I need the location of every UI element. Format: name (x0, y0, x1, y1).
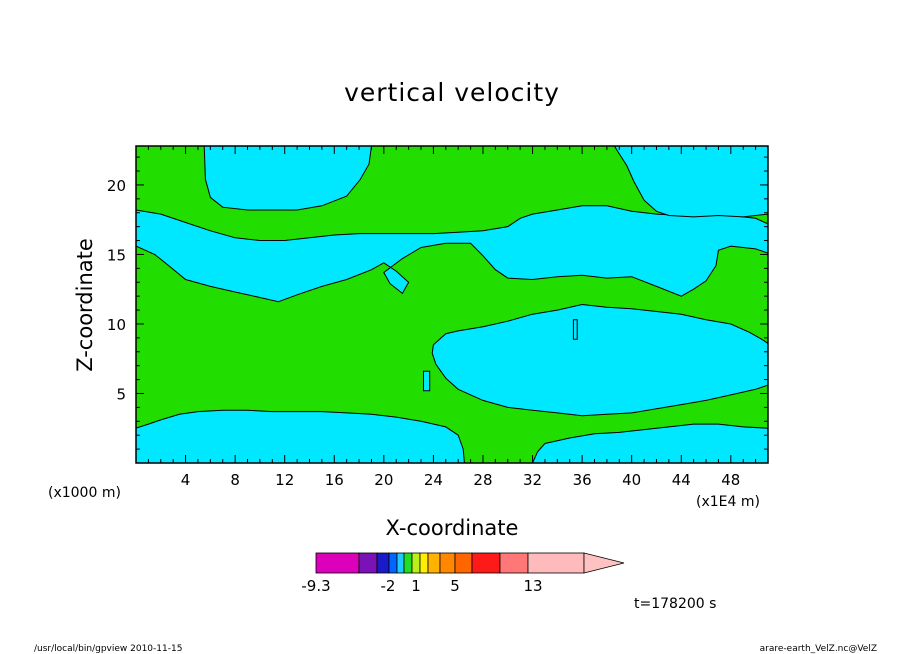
colorbar-extend-arrow (583, 552, 625, 574)
x-tick-label: 32 (523, 471, 542, 489)
colorbar-segment (376, 552, 390, 574)
colorbar-segment (411, 552, 421, 574)
x-tick-label: 4 (181, 471, 191, 489)
contour-cyan-sliver-1 (423, 370, 431, 392)
contour-layer (136, 146, 768, 463)
colorbar-segment (427, 552, 441, 574)
y-axis-label: Z-coordinate (73, 238, 97, 372)
colorbar-segment (471, 552, 501, 574)
x-tick-label: 16 (325, 471, 344, 489)
x-tick-label: 20 (374, 471, 393, 489)
colorbar-tick-label: 5 (450, 577, 460, 595)
x-tick-label: 36 (573, 471, 592, 489)
contour-bottom-left-cyan (136, 409, 465, 463)
colorbar-tick-label: 13 (523, 577, 542, 595)
x-tick-label: 40 (622, 471, 641, 489)
colorbar-segment (315, 552, 360, 574)
colorbar-segment (454, 552, 473, 574)
x-tick-label: 28 (473, 471, 492, 489)
x-tick-label: 44 (672, 471, 691, 489)
colorbar-tick-labels: -9.3 -2 1 5 13 (301, 577, 542, 595)
colorbar-segment (419, 552, 429, 574)
x-scale-note: (x1E4 m) (696, 494, 760, 510)
x-axis: 4 8 12 16 20 24 28 32 36 40 44 48 (147, 146, 769, 489)
y-scale-note: (x1000 m) (48, 485, 121, 501)
colorbar (315, 552, 625, 574)
y-axis: 5 10 15 20 (107, 156, 768, 450)
x-axis-label: X-coordinate (386, 516, 519, 540)
contour-upper-cyan-band (136, 205, 768, 303)
colorbar-segment (388, 552, 398, 574)
contour-top-right-cyan (613, 146, 768, 218)
y-tick-label: 15 (107, 246, 126, 264)
colorbar-segment (499, 552, 529, 574)
y-tick-label: 10 (107, 316, 126, 334)
colorbar-tick-label: 1 (411, 577, 421, 595)
footer-right: arare-earth_VelZ.nc@VelZ (760, 644, 877, 654)
contour-bottom-right-cyan (531, 423, 768, 463)
colorbar-segment (358, 552, 378, 574)
contour-central-cyan-lens (431, 303, 768, 417)
colorbar-segment (396, 552, 405, 574)
colorbar-tick-label: -2 (381, 577, 396, 595)
chart-title: vertical velocity (344, 78, 560, 107)
colorbar-segment (439, 552, 456, 574)
colorbar-segment (527, 552, 585, 574)
y-tick-label: 5 (116, 385, 126, 403)
time-label: t=178200 s (634, 596, 716, 612)
x-tick-label: 12 (275, 471, 294, 489)
footer-left: /usr/local/bin/gpview 2010-11-15 (34, 644, 182, 654)
x-tick-label: 48 (721, 471, 740, 489)
y-tick-label: 20 (107, 177, 126, 195)
contour-top-cyan-dome (203, 146, 373, 211)
x-tick-label: 8 (230, 471, 240, 489)
colorbar-tick-label: -9.3 (301, 577, 330, 595)
plot-frame (135, 145, 769, 464)
plot-area (135, 145, 769, 464)
colorbar-segment (403, 552, 413, 574)
x-tick-label: 24 (424, 471, 443, 489)
contour-cyan-sliver-2 (572, 319, 578, 340)
